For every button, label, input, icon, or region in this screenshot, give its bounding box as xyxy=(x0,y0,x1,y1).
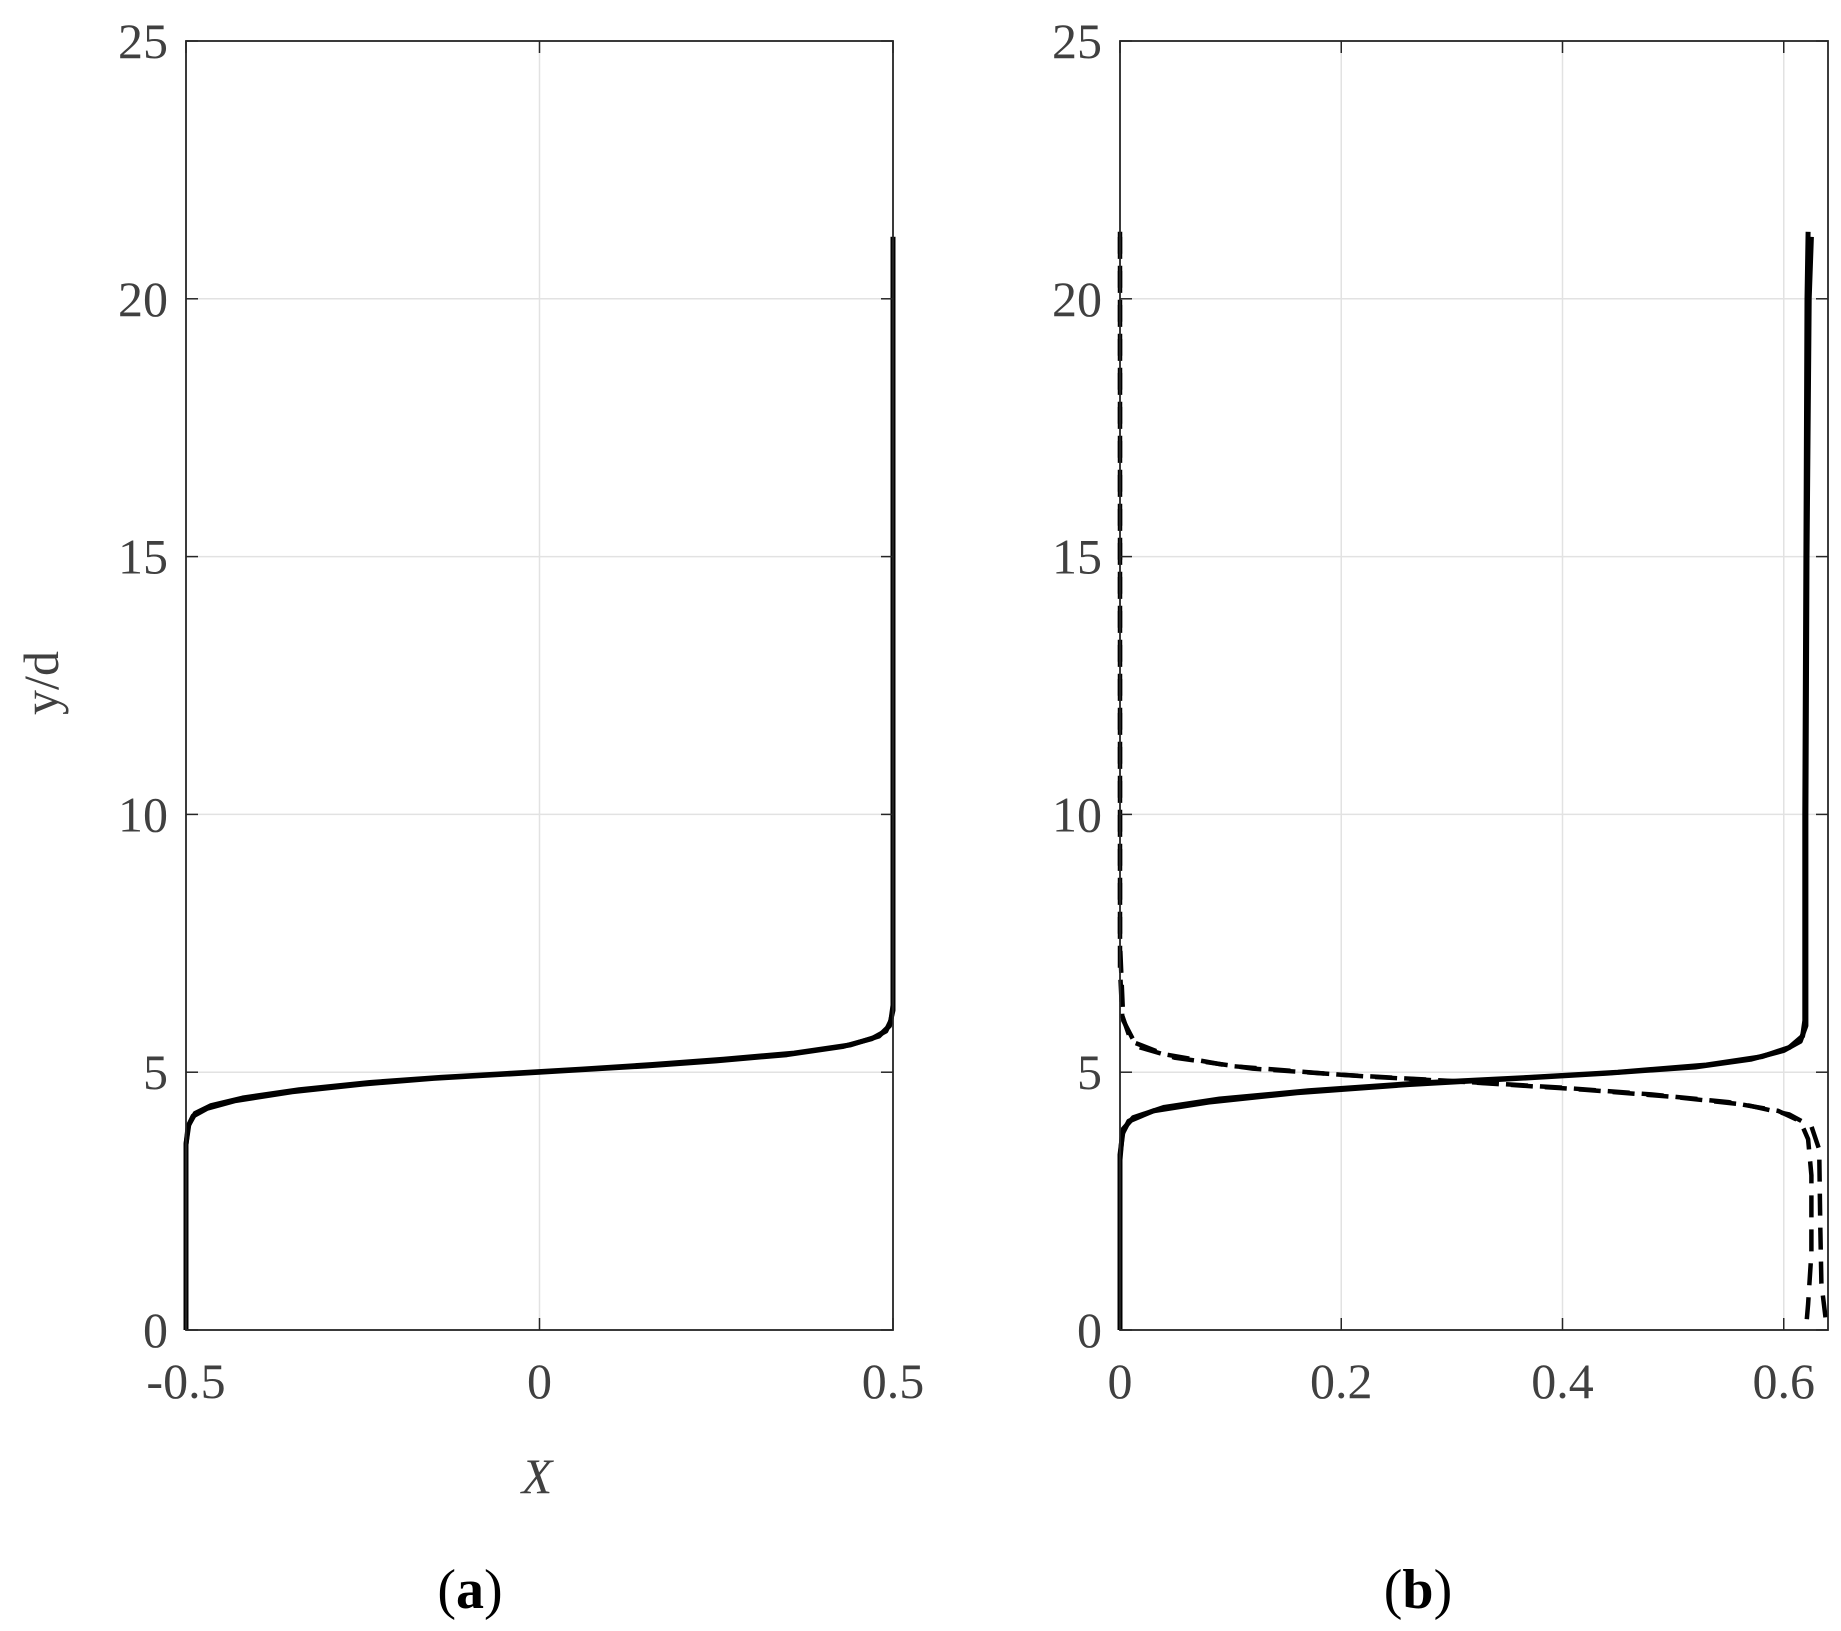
y-axis-label: y/d xyxy=(13,651,69,715)
panel-letter-b: b xyxy=(1402,1559,1433,1621)
y-tick-label: 25 xyxy=(118,13,168,69)
panel-letter-a: a xyxy=(456,1559,484,1621)
y-tick-label: 15 xyxy=(1052,529,1102,585)
panel-label-b: (b) xyxy=(1384,1559,1452,1621)
series-line-solid-0 xyxy=(1117,236,1814,1330)
x-tick-label: 0 xyxy=(1108,1353,1133,1409)
y-tick-label: 25 xyxy=(1052,13,1102,69)
x-tick-label: 0.6 xyxy=(1753,1353,1816,1409)
series-line-solid-1 xyxy=(183,236,896,1330)
y-tick-label: 10 xyxy=(118,786,168,842)
y-tick-label: 20 xyxy=(1052,271,1102,327)
series-line-dashed-2 xyxy=(1117,231,1814,1331)
y-tick-label: 0 xyxy=(1077,1302,1102,1358)
y-tick-label: 15 xyxy=(118,529,168,585)
x-tick-label: 0.4 xyxy=(1531,1353,1594,1409)
x-tick-label: 0.2 xyxy=(1310,1353,1373,1409)
panel-label-a: (a) xyxy=(437,1559,502,1621)
x-tick-label: -0.5 xyxy=(146,1353,225,1409)
y-tick-label: 0 xyxy=(143,1302,168,1358)
y-tick-label: 20 xyxy=(118,271,168,327)
x-tick-label: 0 xyxy=(527,1353,552,1409)
y-tick-label: 5 xyxy=(1077,1044,1102,1100)
axes-frame xyxy=(1119,40,1829,1331)
y-tick-label: 5 xyxy=(143,1044,168,1100)
y-tick-label: 10 xyxy=(1052,786,1102,842)
series-line-dashed-3 xyxy=(1117,236,1829,1320)
panel-b: 0 0.2 0.4 0.6 0 5 10 15 20 25 xyxy=(1052,13,1829,1409)
x-tick-label: 0.5 xyxy=(862,1353,925,1409)
x-axis-label: X xyxy=(520,1448,555,1504)
series-line-solid-1 xyxy=(1117,231,1811,1330)
